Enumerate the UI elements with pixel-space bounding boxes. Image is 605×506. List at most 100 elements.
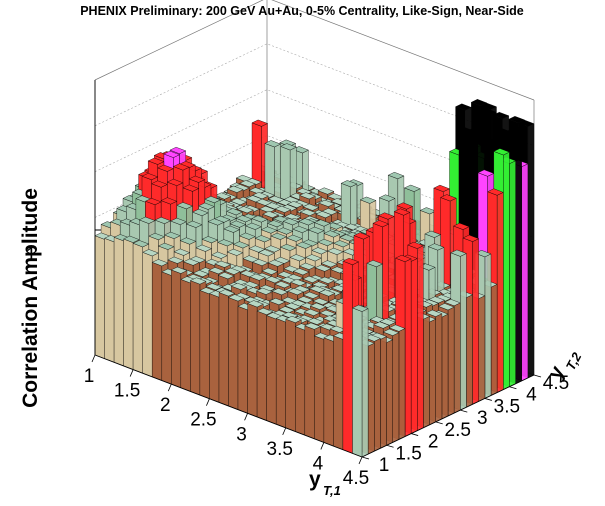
bar-top — [191, 208, 209, 217]
bar-top — [198, 202, 215, 210]
bar-top — [285, 234, 303, 242]
bar-top — [251, 258, 269, 266]
bar-top — [264, 245, 281, 253]
bar-front — [152, 262, 162, 381]
bar-top — [299, 208, 317, 216]
bar-top — [227, 294, 245, 302]
bar-front — [228, 297, 239, 410]
bar-side — [398, 328, 406, 440]
bar-side — [478, 295, 486, 402]
bar-top — [285, 315, 302, 323]
bar-top — [238, 232, 256, 240]
bar-top — [151, 259, 169, 267]
bar-side — [374, 338, 381, 452]
bar-top — [393, 208, 411, 216]
bar-side — [515, 132, 522, 385]
y-tick-label: 2.5 — [445, 420, 471, 441]
bar-top — [207, 218, 225, 226]
bar-side — [404, 258, 412, 437]
bar-top — [377, 212, 395, 220]
bar-top — [351, 304, 369, 312]
y-tick-label: 3.5 — [494, 396, 520, 417]
bar-top — [172, 163, 190, 171]
bar-top — [248, 187, 266, 195]
y-tick-label: 4.5 — [543, 373, 569, 394]
bar-top — [160, 197, 178, 205]
bar-top — [302, 203, 320, 211]
y-tick — [533, 374, 542, 378]
bar-top — [318, 199, 335, 207]
bar-top — [226, 185, 244, 193]
bar-top — [176, 202, 194, 210]
bar-front — [171, 269, 181, 389]
x-tick — [167, 383, 172, 392]
bar-top — [292, 225, 309, 233]
bar-top — [307, 226, 325, 234]
z-tick-label: 1 — [26, 245, 37, 266]
bar-side — [527, 123, 535, 379]
bar-top — [359, 196, 377, 204]
bar-top — [223, 267, 241, 275]
bar-top — [292, 146, 310, 154]
bar-top — [229, 220, 247, 228]
bar-top — [317, 187, 335, 195]
bar-top — [292, 268, 310, 276]
bar-top — [151, 180, 168, 188]
bar-front — [266, 315, 277, 425]
bar-top — [302, 291, 320, 299]
bar-front — [323, 337, 334, 447]
bar-top — [163, 231, 181, 239]
x-ticks: 1 1.5 2 2.5 3 3.5 4 4.5 — [84, 354, 369, 489]
frame-front — [94, 80, 535, 458]
bar-top — [226, 248, 244, 256]
bar-top — [462, 234, 480, 242]
bar-side — [460, 253, 467, 411]
bar-top — [157, 242, 175, 250]
bar-top — [226, 208, 243, 216]
bar-side — [435, 313, 443, 423]
bar-top — [480, 102, 498, 111]
y-tick — [411, 433, 419, 436]
x-tick-label: 4 — [313, 453, 324, 474]
bar-top — [326, 247, 344, 255]
bar-top — [188, 175, 206, 183]
bar-top — [260, 226, 278, 234]
bar-top — [326, 222, 344, 230]
bar-top — [444, 299, 461, 307]
x-tick — [282, 427, 287, 436]
bar-top — [173, 248, 191, 256]
bar-top — [192, 270, 210, 278]
bar-top — [289, 254, 307, 262]
bar-top — [452, 222, 470, 230]
y-tick-label: 1 — [379, 455, 390, 476]
bar-top — [403, 184, 421, 192]
y-tick-label: 4 — [526, 385, 537, 406]
y-tick — [435, 421, 443, 425]
bar-top — [304, 322, 322, 330]
x-axis-label: y — [309, 468, 321, 491]
bar-top — [433, 184, 451, 192]
bar-top — [424, 230, 442, 238]
bar-front — [285, 318, 296, 432]
bars — [94, 99, 535, 458]
bar-front — [94, 235, 105, 359]
bar-top — [264, 276, 282, 284]
bar-top — [340, 180, 358, 188]
bar-front — [142, 252, 153, 378]
bar-top — [183, 258, 200, 266]
bar-side — [380, 336, 387, 449]
bar-top — [407, 241, 424, 249]
bar-front — [304, 325, 315, 440]
bar-top — [214, 260, 232, 268]
bar-front — [113, 237, 124, 367]
x-tick-label: 3.5 — [267, 439, 293, 460]
y-tick — [361, 456, 370, 460]
x-tick-label: 4.5 — [343, 468, 369, 489]
bar-top — [312, 297, 330, 305]
bar-top — [182, 184, 200, 192]
bar-top — [282, 218, 300, 226]
bar-side — [392, 332, 400, 443]
bar-top — [517, 119, 535, 127]
bar-top — [474, 250, 492, 258]
bar-top — [303, 308, 321, 316]
